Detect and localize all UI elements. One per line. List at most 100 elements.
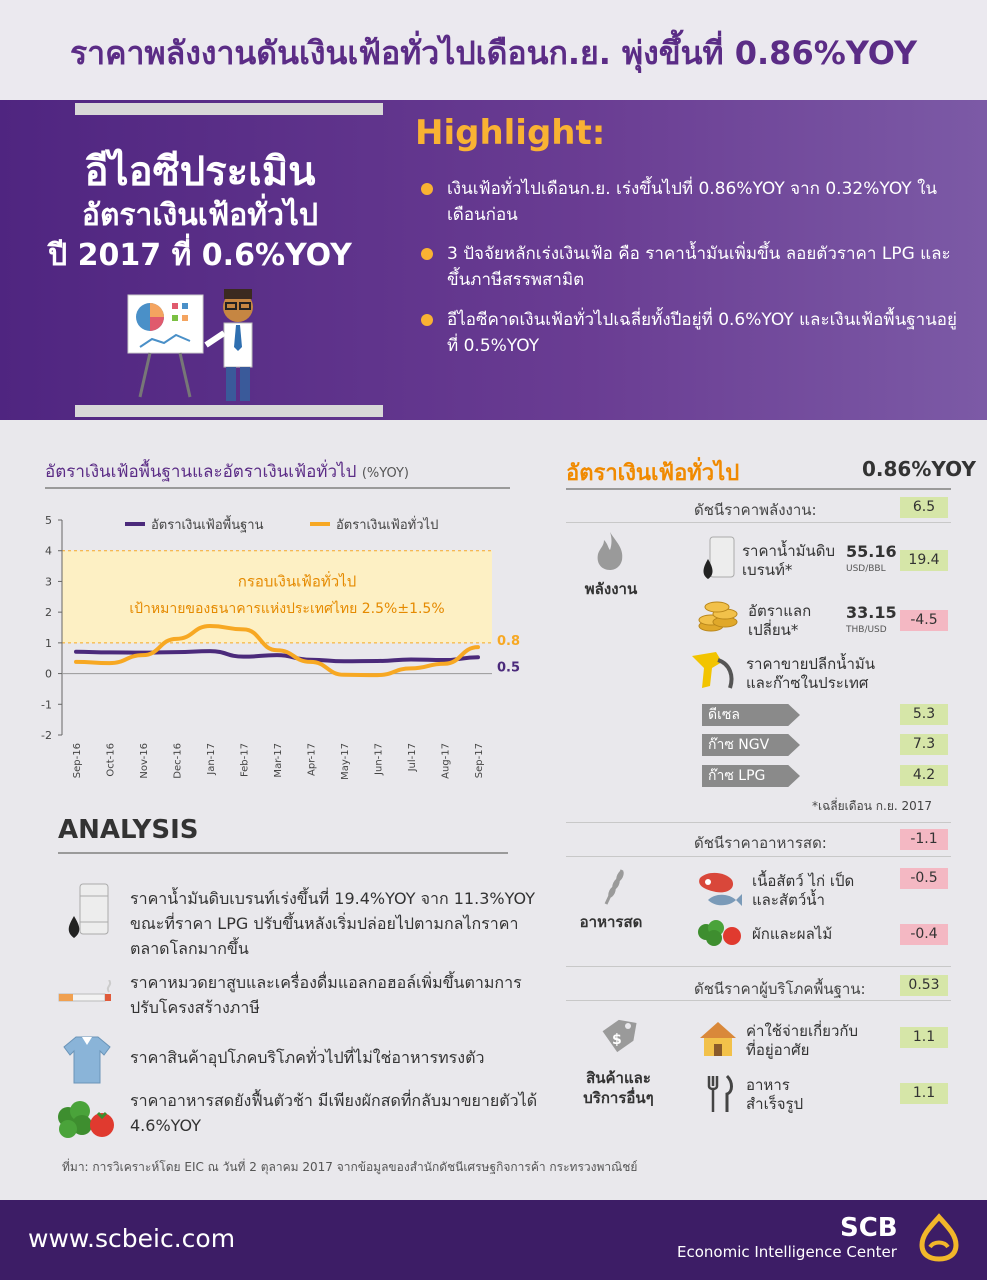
y-tick-label: -1 [41,698,52,711]
source-note: ที่มา: การวิเคราะห์โดย EIC ณ วันที่ 2 ตุ… [62,1160,638,1174]
oil-barrel-icon [703,536,735,579]
x-tick-label: Jun-17 [374,743,385,776]
divider [566,1000,951,1001]
heading-line-2: อัตราเงินเฟ้อทั่วไป [81,198,319,233]
analysis-item-fresh-food: ราคาอาหารสดยังฟื้นตัวช้า มีเพียงผักสดที่… [130,1091,538,1135]
heading-line-3: ปี 2017 ที่ 0.6%YOY [48,238,352,273]
food-category-label: อาหารสด [579,913,643,931]
oil-barrel-icon [68,883,109,938]
analysis-divider [58,852,508,854]
divider [566,856,951,857]
fuel-value-ngv: 7.3 [900,734,948,755]
fx-unit: THB/USD [846,625,887,635]
bullet-icon [421,248,433,260]
target-band [62,550,492,643]
analysis-item-goods: ราคาสินค้าอุปโภคบริโภคทั่วไปที่ไม่ใช่อาห… [130,1048,485,1067]
vegetable-fruit-icon [698,920,741,946]
highlight-title: Highlight: [415,113,606,153]
shirt-icon [63,1036,111,1084]
legend-label: อัตราเงินเฟ้อพื้นฐาน [151,515,264,533]
x-tick-label: Jan-17 [206,743,217,776]
x-tick-label: Apr-17 [307,743,318,776]
brent-label: ราคาน้ำมันดิบเบรนท์* [742,542,836,579]
fuel-nozzle-icon [692,652,734,689]
fuel-item-ngv: ก๊าซ NGV [702,734,800,756]
right-divider [566,488,951,490]
housing-value: 1.1 [900,1027,948,1048]
wheat-icon [604,869,624,905]
fuel-value-lpg: 4.2 [900,765,948,786]
x-tick-label: Dec-16 [173,743,184,779]
highlight-text: เงินเฟ้อทั่วไปเดือนก.ย. เร่งขึ้นไปที่ 0.… [447,179,937,225]
inflation-line-chart: -2 -1 0 1 2 3 4 5 Sep-16 Oct-16 Nov-16 Dec-16 Jan-17… [41,514,520,780]
x-tick-label: Aug-17 [441,743,452,779]
series-line-core [74,649,480,664]
fx-rate: 33.15 [846,603,897,622]
eic-estimate-heading: อีไอซีประเมิน อัตราเงินเฟ้อทั่วไป ปี 201… [40,148,360,276]
retail-fuel-label: ราคาขายปลีกน้ำมันและก๊าซในประเทศ [746,655,876,692]
fuel-note: *เฉลี่ยเดือน ก.ย. 2017 [812,799,933,813]
fork-knife-icon [707,1074,733,1112]
legend-label: อัตราเงินเฟ้อทั่วไป [336,516,438,533]
food-index-label: ดัชนีราคาอาหารสด: [694,834,827,852]
cigarette-icon [58,980,112,1002]
brand-logo-text: SCB [840,1213,898,1243]
bullet-icon [421,314,433,326]
x-tick-label: Sep-17 [474,743,485,778]
analysis-title: ANALYSIS [58,815,199,845]
analysis-item-tobacco: ราคาหมวดยาสูบและเครื่องดื่มแอลกอฮอล์เพิ่… [130,973,522,1017]
energy-index-label: ดัชนีราคาพลังงาน: [694,501,817,519]
highlight-item: เงินเฟ้อทั่วไปเดือนก.ย. เร่งขึ้นไปที่ 0.… [421,176,967,228]
fuel-item-lpg: ก๊าซ LPG [702,765,800,787]
fuel-item-diesel: ดีเซล [702,704,800,726]
shelf-top [75,103,383,115]
highlight-text: อีไอซีคาดเงินเฟ้อทั่วไปเฉลี่ยทั้งปีอยู่ท… [447,310,957,356]
title-bar [0,0,987,100]
highlight-item: 3 ปัจจัยหลักเร่งเงินเฟ้อ คือ ราคาน้ำมันเ… [421,241,967,293]
x-tick-label: Mar-17 [273,743,284,778]
chart-divider [45,487,510,489]
food-index-value: -1.1 [900,829,948,850]
bullet-icon [421,183,433,195]
presenter-illustration [127,289,253,401]
band-label-1: กรอบเงินเฟ้อทั่วไป [238,570,357,590]
svg-text:$: $ [612,1032,622,1048]
meat-fish-icon [699,872,742,906]
y-tick-label: 2 [45,606,52,619]
analysis-item-oil: ราคาน้ำมันดิบเบรนท์เร่งขึ้นที่ 19.4%YOY … [130,889,535,958]
y-tick-label: -2 [41,729,52,742]
chart-title-unit: (%YOY) [361,466,410,481]
energy-category-label: พลังงาน [584,580,638,598]
fuel-value-diesel: 5.3 [900,704,948,725]
page-title: ราคาพลังงานดันเงินเฟ้อทั่วไปเดือนก.ย. พุ… [69,34,918,72]
y-tick-label: 3 [45,575,52,588]
core-index-label: ดัชนีราคาผู้บริโภคพื้นฐาน: [694,980,866,998]
y-tick-label: 1 [45,637,52,650]
core-category-label: สินค้าและบริการอื่นๆ [583,1069,654,1107]
divider [566,966,951,967]
coins-icon [698,601,738,632]
headline-inflation-title: อัตราเงินเฟ้อทั่วไป [566,461,740,486]
x-tick-label: Jul-17 [407,743,418,772]
end-label-headline: 0.86 [497,634,520,649]
brand-subtitle: Economic Intelligence Center [677,1243,897,1261]
flame-icon [597,532,623,570]
heading-line-1: อีไอซีประเมิน [84,149,316,195]
veg-value: -0.4 [900,924,948,945]
banner [0,100,987,420]
series-line-headline [74,623,480,678]
shelf-bottom [75,405,383,417]
chart-title-text: อัตราเงินเฟ้อพื้นฐานและอัตราเงินเฟ้อทั่ว… [45,462,357,482]
band-label-2: เป้าหมายของธนาคารแห่งประเทศไทย 2.5%±1.5% [129,600,444,617]
website-link[interactable]: www.scbeic.com [28,1224,236,1253]
veg-label: ผักและผลไม้ [752,925,833,943]
x-tick-label: Sep-16 [72,743,83,778]
vegetable-icon [58,1101,114,1138]
ready-food-label: อาหารสำเร็จรูป [746,1076,804,1113]
headline-inflation-value: 0.86%YOY [862,457,976,481]
brent-value: 19.4 [900,550,948,571]
y-tick-label: 5 [45,514,52,527]
brent-price: 55.16 [846,542,897,561]
y-tick-label: 0 [45,668,52,681]
y-tick-label: 4 [45,545,52,558]
